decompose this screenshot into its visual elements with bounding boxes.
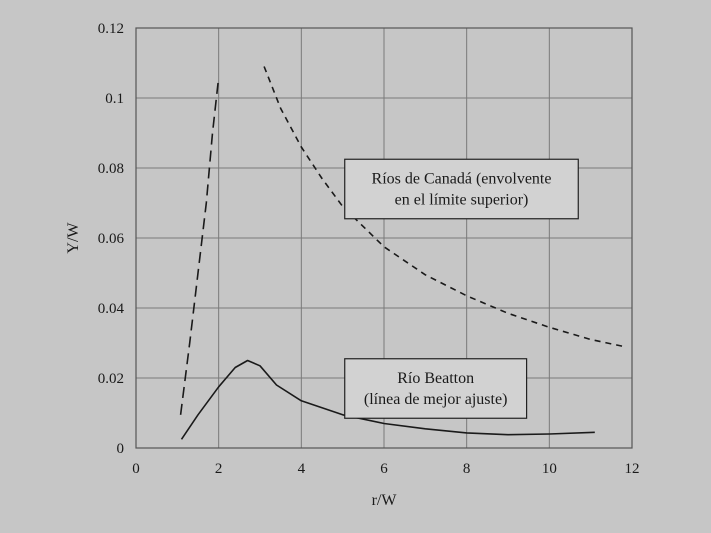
series-short-dash-line [263, 66, 624, 348]
x-tick-label: 6 [380, 461, 388, 477]
annotation-text: Ríos de Canadá (envolvente [372, 171, 552, 188]
y-tick-label: 0.12 [98, 21, 124, 37]
annotations: Ríos de Canadá (envolvente en el límite s… [344, 158, 579, 419]
y-tick-label: 0.06 [98, 231, 125, 247]
annotation-box [344, 358, 528, 419]
y-tick-labels: 0 0.02 0.04 0.06 0.08 0.1 0.12 [98, 21, 125, 457]
x-tick-label: 0 [132, 461, 140, 477]
plot-frame [135, 27, 633, 449]
x-tick-labels: 0 2 4 6 8 10 12 [132, 461, 639, 477]
annotation-box [344, 158, 579, 220]
y-tick-label: 0.08 [98, 161, 124, 177]
y-axis-label: Y/W [65, 222, 82, 254]
series-solid-line [180, 359, 595, 440]
y-tick-label: 0 [117, 441, 125, 457]
x-tick-label: 4 [298, 461, 306, 477]
y-tick-label: 0.04 [98, 301, 125, 317]
x-axis-label: r/W [372, 492, 398, 509]
annotation-text: en el límite superior) [395, 192, 529, 209]
series-group [179, 66, 624, 440]
x-tick-label: 2 [215, 461, 223, 477]
x-tick-label: 10 [542, 461, 557, 477]
y-tick-label: 0.1 [105, 91, 124, 107]
series-long-dash-line [179, 76, 220, 415]
x-tick-label: 12 [625, 461, 640, 477]
x-tick-label: 8 [463, 461, 471, 477]
annotation-text: Río Beatton [397, 370, 474, 387]
annotation-text: (línea de mejor ajuste) [364, 391, 508, 408]
y-tick-label: 0.02 [98, 371, 124, 387]
